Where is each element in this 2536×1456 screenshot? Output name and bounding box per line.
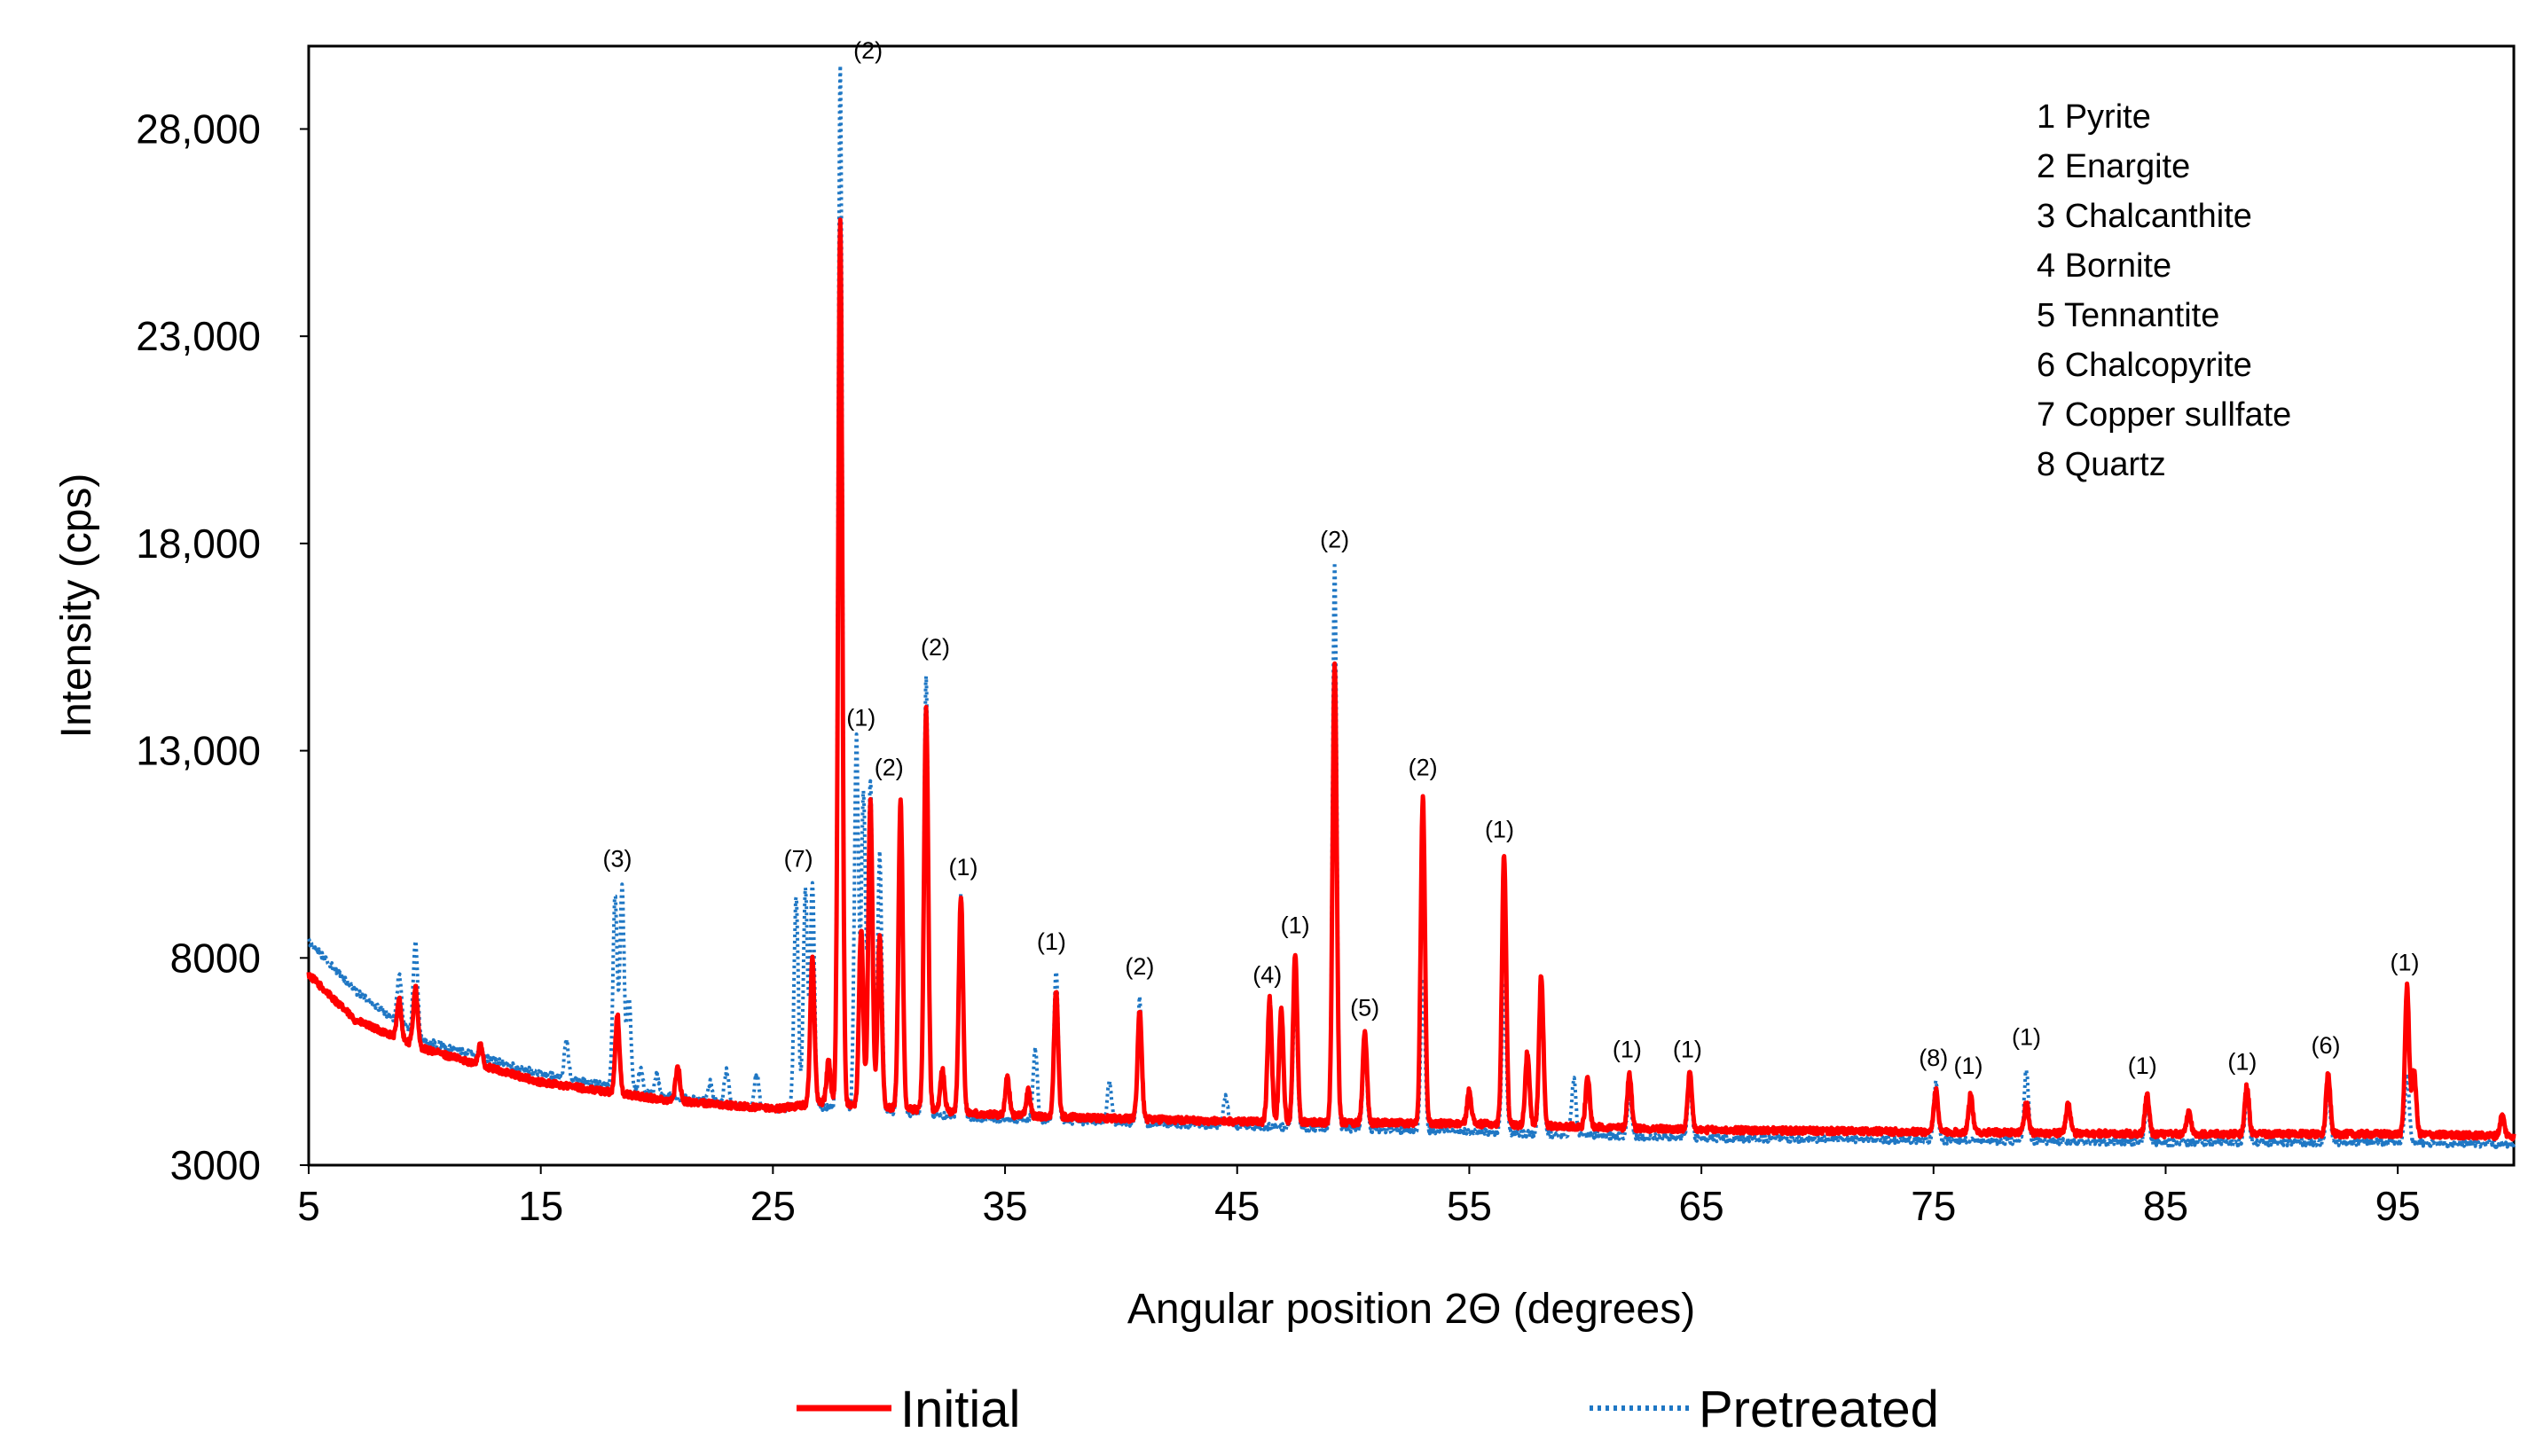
mineral-key-item: 4 Bornite <box>2037 247 2171 285</box>
peak-label: (1) <box>1613 1036 1642 1062</box>
peak-label: (1) <box>846 705 875 732</box>
peak-label: (1) <box>2128 1053 2157 1079</box>
peak-label: (1) <box>2391 949 2420 975</box>
x-tick-label: 85 <box>2143 1183 2188 1229</box>
y-tick-label: 3000 <box>170 1142 261 1188</box>
y-axis-title: Intensity (cps) <box>53 474 100 739</box>
x-tick-label: 65 <box>1679 1183 1724 1229</box>
peak-label: (1) <box>1673 1036 1702 1062</box>
series-line-pretreated <box>307 63 2516 1150</box>
mineral-key-item: 7 Copper sullfate <box>2037 396 2291 434</box>
mineral-key-item: 6 Chalcopyrite <box>2037 347 2252 384</box>
series-layer <box>306 63 2516 1150</box>
legend: Initial Pretreated <box>797 1381 1939 1438</box>
x-axis-title: Angular position 2Θ (degrees) <box>1127 1286 1695 1333</box>
x-tick-label: 75 <box>1911 1183 1956 1229</box>
mineral-key-item: 8 Quartz <box>2037 446 2166 483</box>
peak-label: (2) <box>1409 755 1438 781</box>
peak-label: (6) <box>2312 1032 2341 1059</box>
y-tick-label: 28,000 <box>136 106 261 152</box>
peak-label: (2) <box>875 755 904 781</box>
mineral-key-item: 1 Pyrite <box>2037 98 2151 136</box>
series-line-initial <box>306 217 2516 1142</box>
x-tick-label: 55 <box>1447 1183 1492 1229</box>
legend-label-pretreated: Pretreated <box>1699 1381 1939 1438</box>
mineral-key-item: 2 Enargite <box>2037 148 2190 185</box>
peak-label: (1) <box>1954 1053 1983 1079</box>
mineral-key-item: 3 Chalcanthite <box>2037 198 2252 235</box>
peak-label: (1) <box>2227 1048 2257 1075</box>
y-tick-label: 18,000 <box>136 521 261 567</box>
mineral-key-item: 5 Tennantite <box>2037 297 2219 334</box>
peak-label: (2) <box>921 634 950 661</box>
y-tick-label: 23,000 <box>136 313 261 359</box>
peak-label: (1) <box>948 854 977 881</box>
peak-label: (7) <box>784 845 813 872</box>
peak-label: (1) <box>2012 1023 2041 1050</box>
peak-label: (1) <box>1037 928 1066 955</box>
x-tick-label: 45 <box>1214 1183 1260 1229</box>
peak-label: (3) <box>603 845 632 872</box>
peak-label: (2) <box>1125 953 1154 980</box>
legend-label-initial: Initial <box>900 1381 1020 1438</box>
peak-label: (2) <box>853 37 883 64</box>
y-tick-label: 13,000 <box>136 728 261 774</box>
x-tick-label: 35 <box>982 1183 1027 1229</box>
plot-area-frame <box>307 44 2516 1167</box>
mineral-key: 1 Pyrite 2 Enargite 3 Chalcanthite 4 Bor… <box>2037 98 2291 483</box>
peak-label: (2) <box>1320 527 1349 553</box>
peak-label: (4) <box>1252 961 1282 988</box>
peak-label: (1) <box>1485 817 1514 843</box>
peak-label: (1) <box>1281 912 1310 938</box>
x-tick-label: 95 <box>2375 1183 2421 1229</box>
peak-label: (8) <box>1919 1045 1948 1071</box>
y-tick-label: 8000 <box>170 935 261 981</box>
x-tick-label: 15 <box>518 1183 563 1229</box>
peak-label: (5) <box>1350 995 1379 1022</box>
x-tick-label: 5 <box>297 1183 320 1229</box>
peak-annotations: (2)(1)(2)(2)(1)(3) (7)(1)(2) (4)(1)(2)(5)(… <box>603 37 2420 1079</box>
x-tick-label: 25 <box>750 1183 796 1229</box>
y-axis-ticks: 3000 8000 13,000 18,000 23,000 28,000 <box>136 106 309 1188</box>
x-axis-ticks: 5 15 25 35 45 55 65 75 85 95 <box>297 1165 2421 1229</box>
